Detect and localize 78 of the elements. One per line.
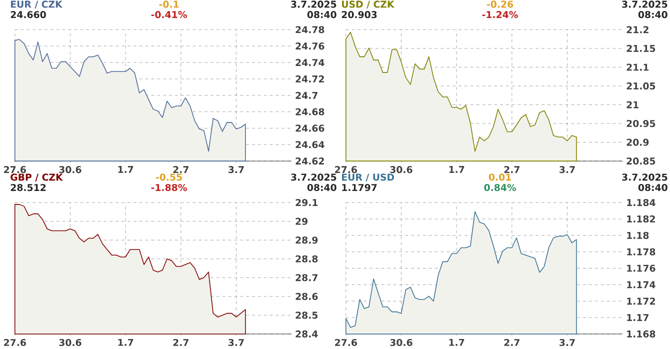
x-tick-label: 3.7 [228, 166, 244, 173]
y-tick-label: 24.66 [296, 124, 324, 132]
text: 28.512 [10, 184, 46, 191]
text: 08:40 [638, 10, 668, 18]
y-tick-label: 1.176 [627, 264, 656, 272]
x-tick-label: 1.7 [449, 338, 464, 346]
y-tick-label: 20.85 [626, 157, 656, 164]
text: -0.41% [151, 10, 187, 18]
x-tick-label: 3.7 [560, 166, 575, 173]
y-tick-label: 21 [626, 101, 638, 108]
text: 08:40 [307, 184, 336, 191]
text: 0.84% [484, 184, 516, 191]
y-tick-label: 21.05 [626, 82, 656, 90]
text: 20.903 [342, 10, 377, 18]
text: 3.7.2025 [291, 173, 336, 181]
text: 08:40 [638, 184, 668, 191]
y-tick-label: 24.76 [296, 42, 324, 50]
x-tick-label: 27.6 [335, 166, 357, 173]
y-tick-label: 24.72 [296, 75, 324, 82]
text: -0.26 [487, 0, 514, 8]
x-tick-label: 27.6 [4, 338, 26, 346]
x-tick-label: 1.7 [118, 338, 134, 346]
y-tick-label: 1.174 [627, 281, 656, 288]
x-tick-label: 2.7 [173, 338, 188, 346]
y-tick-label: 24.78 [296, 26, 324, 34]
text: 0.01 [488, 173, 511, 181]
x-tick-label: 2.7 [504, 166, 520, 173]
text: -1.24% [482, 10, 518, 18]
x-tick-label: 2.7 [173, 166, 188, 173]
x-tick-label: 1.7 [449, 166, 464, 173]
text: 08:40 [307, 10, 336, 18]
y-tick-label: 24.74 [296, 58, 324, 66]
chart-title: GBP / CZK [10, 173, 64, 182]
text: 3.7.2025 [622, 173, 668, 181]
x-tick-label: 27.6 [335, 338, 357, 346]
y-tick-label: 1.182 [627, 215, 655, 222]
text: 3.7.2025 [291, 0, 336, 8]
x-tick-label: 30.6 [390, 166, 412, 173]
y-tick-label: 28.7 [296, 274, 318, 282]
chart-title: USD / CZK [342, 0, 395, 8]
x-tick-label: 1.7 [118, 166, 134, 173]
y-tick-label: 29.1 [296, 198, 318, 206]
y-tick-label: 21.15 [626, 44, 656, 52]
y-tick-label: 28.6 [296, 292, 318, 300]
y-tick-label: 28.8 [296, 255, 318, 262]
y-tick-label: 24.62 [296, 157, 324, 164]
chart-title: EUR / USD [342, 173, 394, 182]
y-tick-label: 20.95 [626, 120, 656, 127]
y-tick-label: 21.2 [626, 26, 648, 33]
y-tick-label: 1.178 [627, 248, 656, 256]
y-tick-label: 1.18 [627, 232, 649, 239]
y-tick-label: 20.9 [626, 138, 649, 146]
chart-title: EUR / CZK [11, 0, 63, 8]
text: 3.7.2025 [622, 0, 668, 8]
y-tick-label: 28.4 [296, 330, 318, 338]
x-tick-label: 3.7 [228, 338, 244, 346]
y-tick-label: 29 [296, 218, 308, 225]
y-tick-label: 28.9 [296, 236, 318, 244]
text: -0.55 [156, 173, 182, 181]
y-tick-label: 24.7 [296, 92, 318, 99]
y-tick-label: 1.172 [627, 297, 655, 304]
x-tick-label: 30.6 [59, 166, 82, 173]
x-tick-label: 30.6 [59, 338, 82, 346]
text: 24.660 [10, 10, 46, 18]
x-tick-label: 30.6 [390, 338, 412, 346]
x-tick-label: 2.7 [504, 338, 520, 346]
y-tick-label: 24.68 [296, 108, 324, 116]
y-tick-label: 21.1 [626, 64, 649, 70]
y-tick-label: 28.5 [296, 311, 318, 319]
x-tick-label: 27.6 [4, 166, 26, 173]
y-tick-label: 1.184 [627, 198, 656, 206]
text: -0.1 [159, 0, 179, 8]
y-tick-label: 24.64 [296, 140, 324, 148]
y-tick-label: 1.17 [627, 314, 648, 321]
text: -1.88% [151, 184, 187, 191]
x-tick-label: 3.7 [560, 338, 575, 346]
y-tick-label: 1.168 [627, 330, 656, 338]
text: 1.1797 [342, 184, 377, 191]
